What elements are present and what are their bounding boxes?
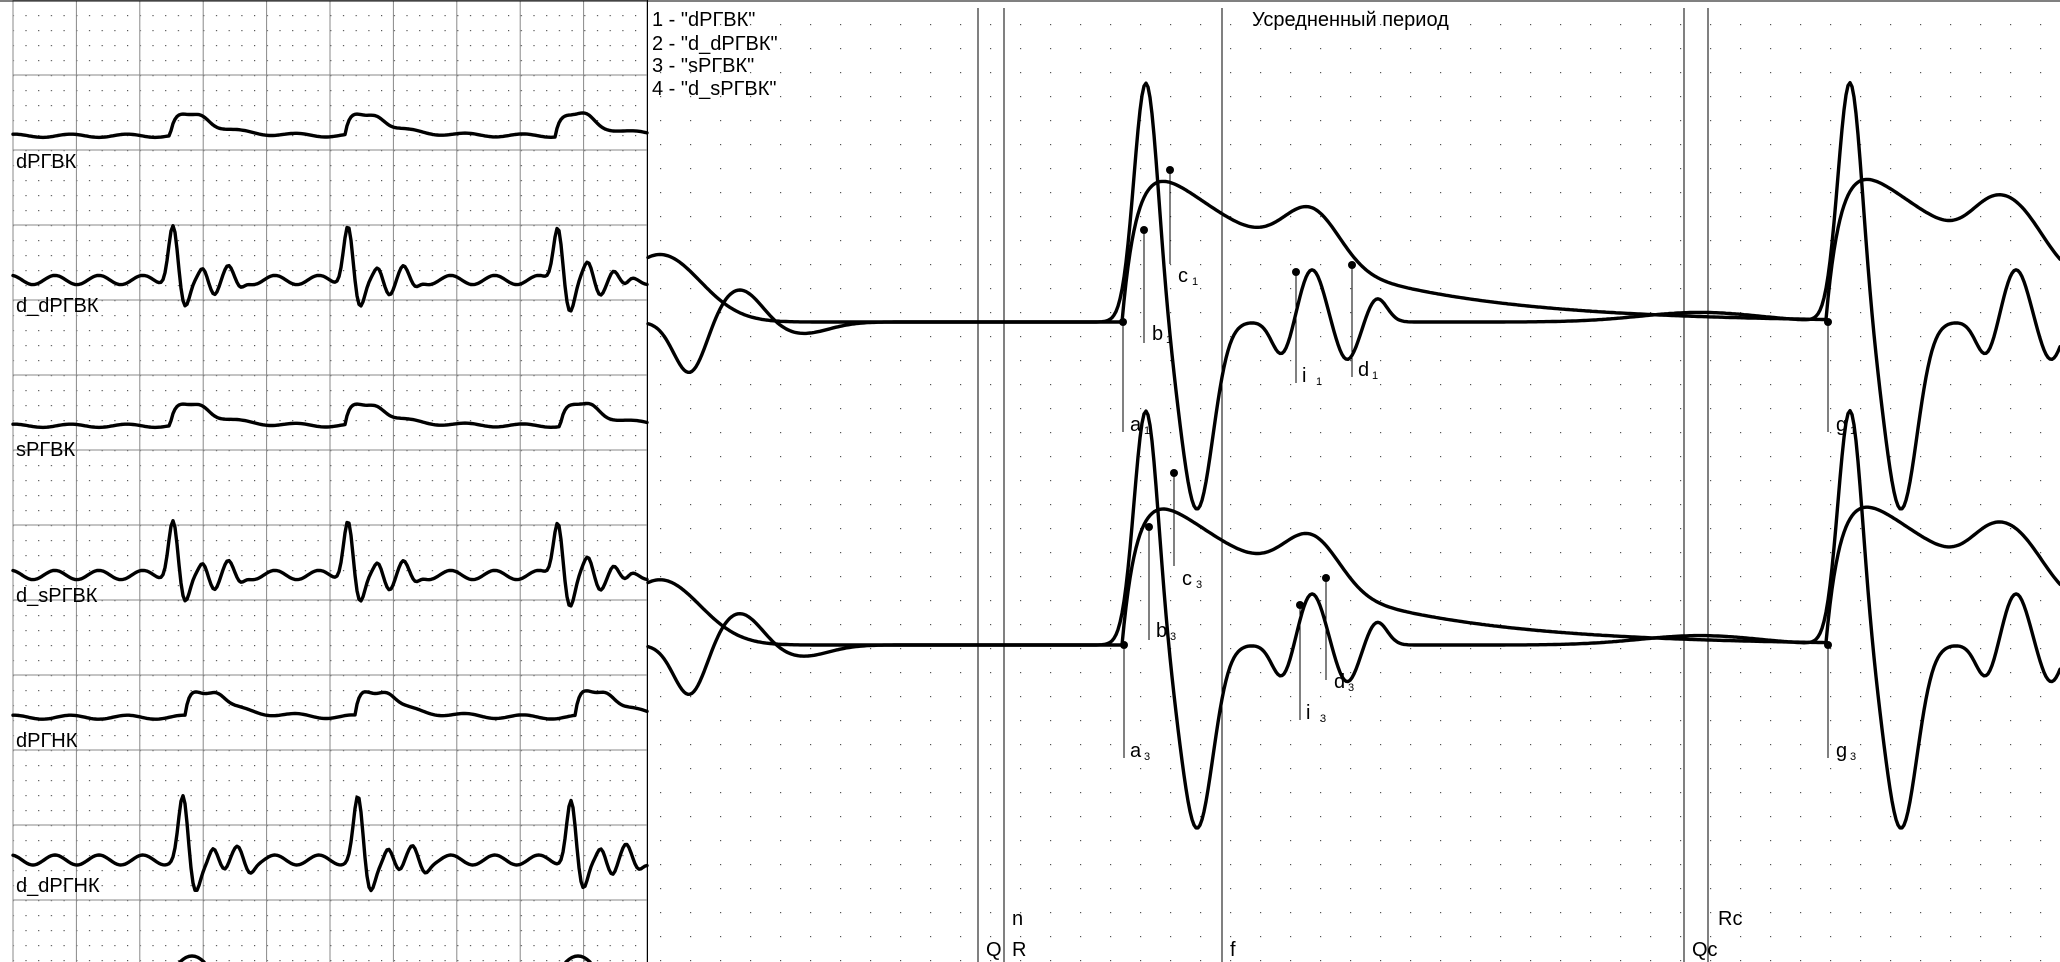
left-trace-4 [11, 519, 649, 608]
left-trace-7b [564, 954, 592, 962]
channel-label-2: d_dРГВК [16, 295, 99, 317]
upper-point-label: i [1302, 365, 1306, 387]
upper-point-label: b [1152, 323, 1163, 345]
lower-deriv-trace [646, 409, 2060, 830]
legend: 1 - "dРГВК" 2 - "d_dРГВК" 3 - "sРГВК" 4 … [652, 9, 778, 100]
left-trace-3 [11, 401, 649, 430]
upper-point-label: g [1836, 414, 1847, 436]
channel-label-3: sРГВК [16, 439, 76, 461]
upper-point-label: d [1358, 359, 1369, 381]
marker-label: R [1012, 939, 1026, 961]
upper-point-label: c [1178, 265, 1188, 287]
left-channel-labels: dРГВК d_dРГВК sРГВК d_sРГВК dРГНК d_dРГН… [16, 151, 100, 897]
lower-point-sub: 3 [1850, 751, 1856, 763]
upper-point-label: a [1130, 414, 1142, 436]
lower-point-label: i [1306, 702, 1310, 724]
lower-point-sub: 3 [1348, 682, 1354, 694]
upper-deriv-trace [646, 81, 2060, 511]
left-trace-6 [11, 794, 649, 893]
left-trace-1 [11, 111, 649, 140]
marker-label: Q [986, 939, 1002, 961]
left-trace-5 [11, 689, 649, 721]
marker-label: f [1230, 939, 1236, 961]
upper-point-sub: 1 [1850, 425, 1856, 437]
lower-point-label: b [1156, 620, 1167, 642]
lower-point-label: d [1334, 671, 1345, 693]
upper-point-sub: 1 [1192, 276, 1198, 288]
lower-point-label: a [1130, 740, 1142, 762]
left-panel: dРГВК d_dРГВК sРГВК d_sРГВК dРГНК d_dРГН… [11, 0, 649, 962]
marker-label-extra: n [1012, 908, 1023, 930]
legend-entry-4: 4 - "d_sРГВК" [652, 78, 777, 100]
channel-label-6: d_dРГНК [16, 875, 100, 897]
upper-point-sub: 1 [1144, 425, 1150, 437]
upper-point-sub: 1 [1316, 376, 1322, 388]
lower-point-label: c [1182, 568, 1192, 590]
lower-point-sub: 3 [1320, 713, 1326, 725]
legend-entry-2: 2 - "d_dРГВК" [652, 33, 778, 55]
characteristic-points: a 1b 1c 1i 1d 1g 1a 3b 3c 3i 3d 3g 3 [1119, 166, 1856, 763]
lower-point-sub: 3 [1196, 579, 1202, 591]
chart-title: Усредненный период [1252, 9, 1449, 31]
channel-label-4: d_sРГВК [16, 585, 98, 607]
legend-entry-3: 3 - "sРГВК" [652, 55, 754, 77]
lower-point-sub: 3 [1170, 631, 1176, 643]
channel-label-5: dРГНК [16, 730, 78, 752]
upper-point-sub: 1 [1166, 334, 1172, 346]
left-traces [11, 111, 649, 962]
legend-entry-1: 1 - "dРГВК" [652, 9, 755, 31]
marker-label: Rc [1718, 908, 1742, 930]
channel-label-1: dРГВК [16, 151, 77, 173]
left-trace-2 [11, 224, 649, 313]
lower-point-label: g [1836, 740, 1847, 762]
averaged-traces [646, 81, 2060, 830]
lower-point-sub: 3 [1144, 751, 1150, 763]
marker-label: Qc [1692, 939, 1718, 961]
upper-point-sub: 1 [1372, 370, 1378, 382]
left-trace-7 [178, 954, 206, 962]
right-dot-grid [648, 1, 2060, 962]
